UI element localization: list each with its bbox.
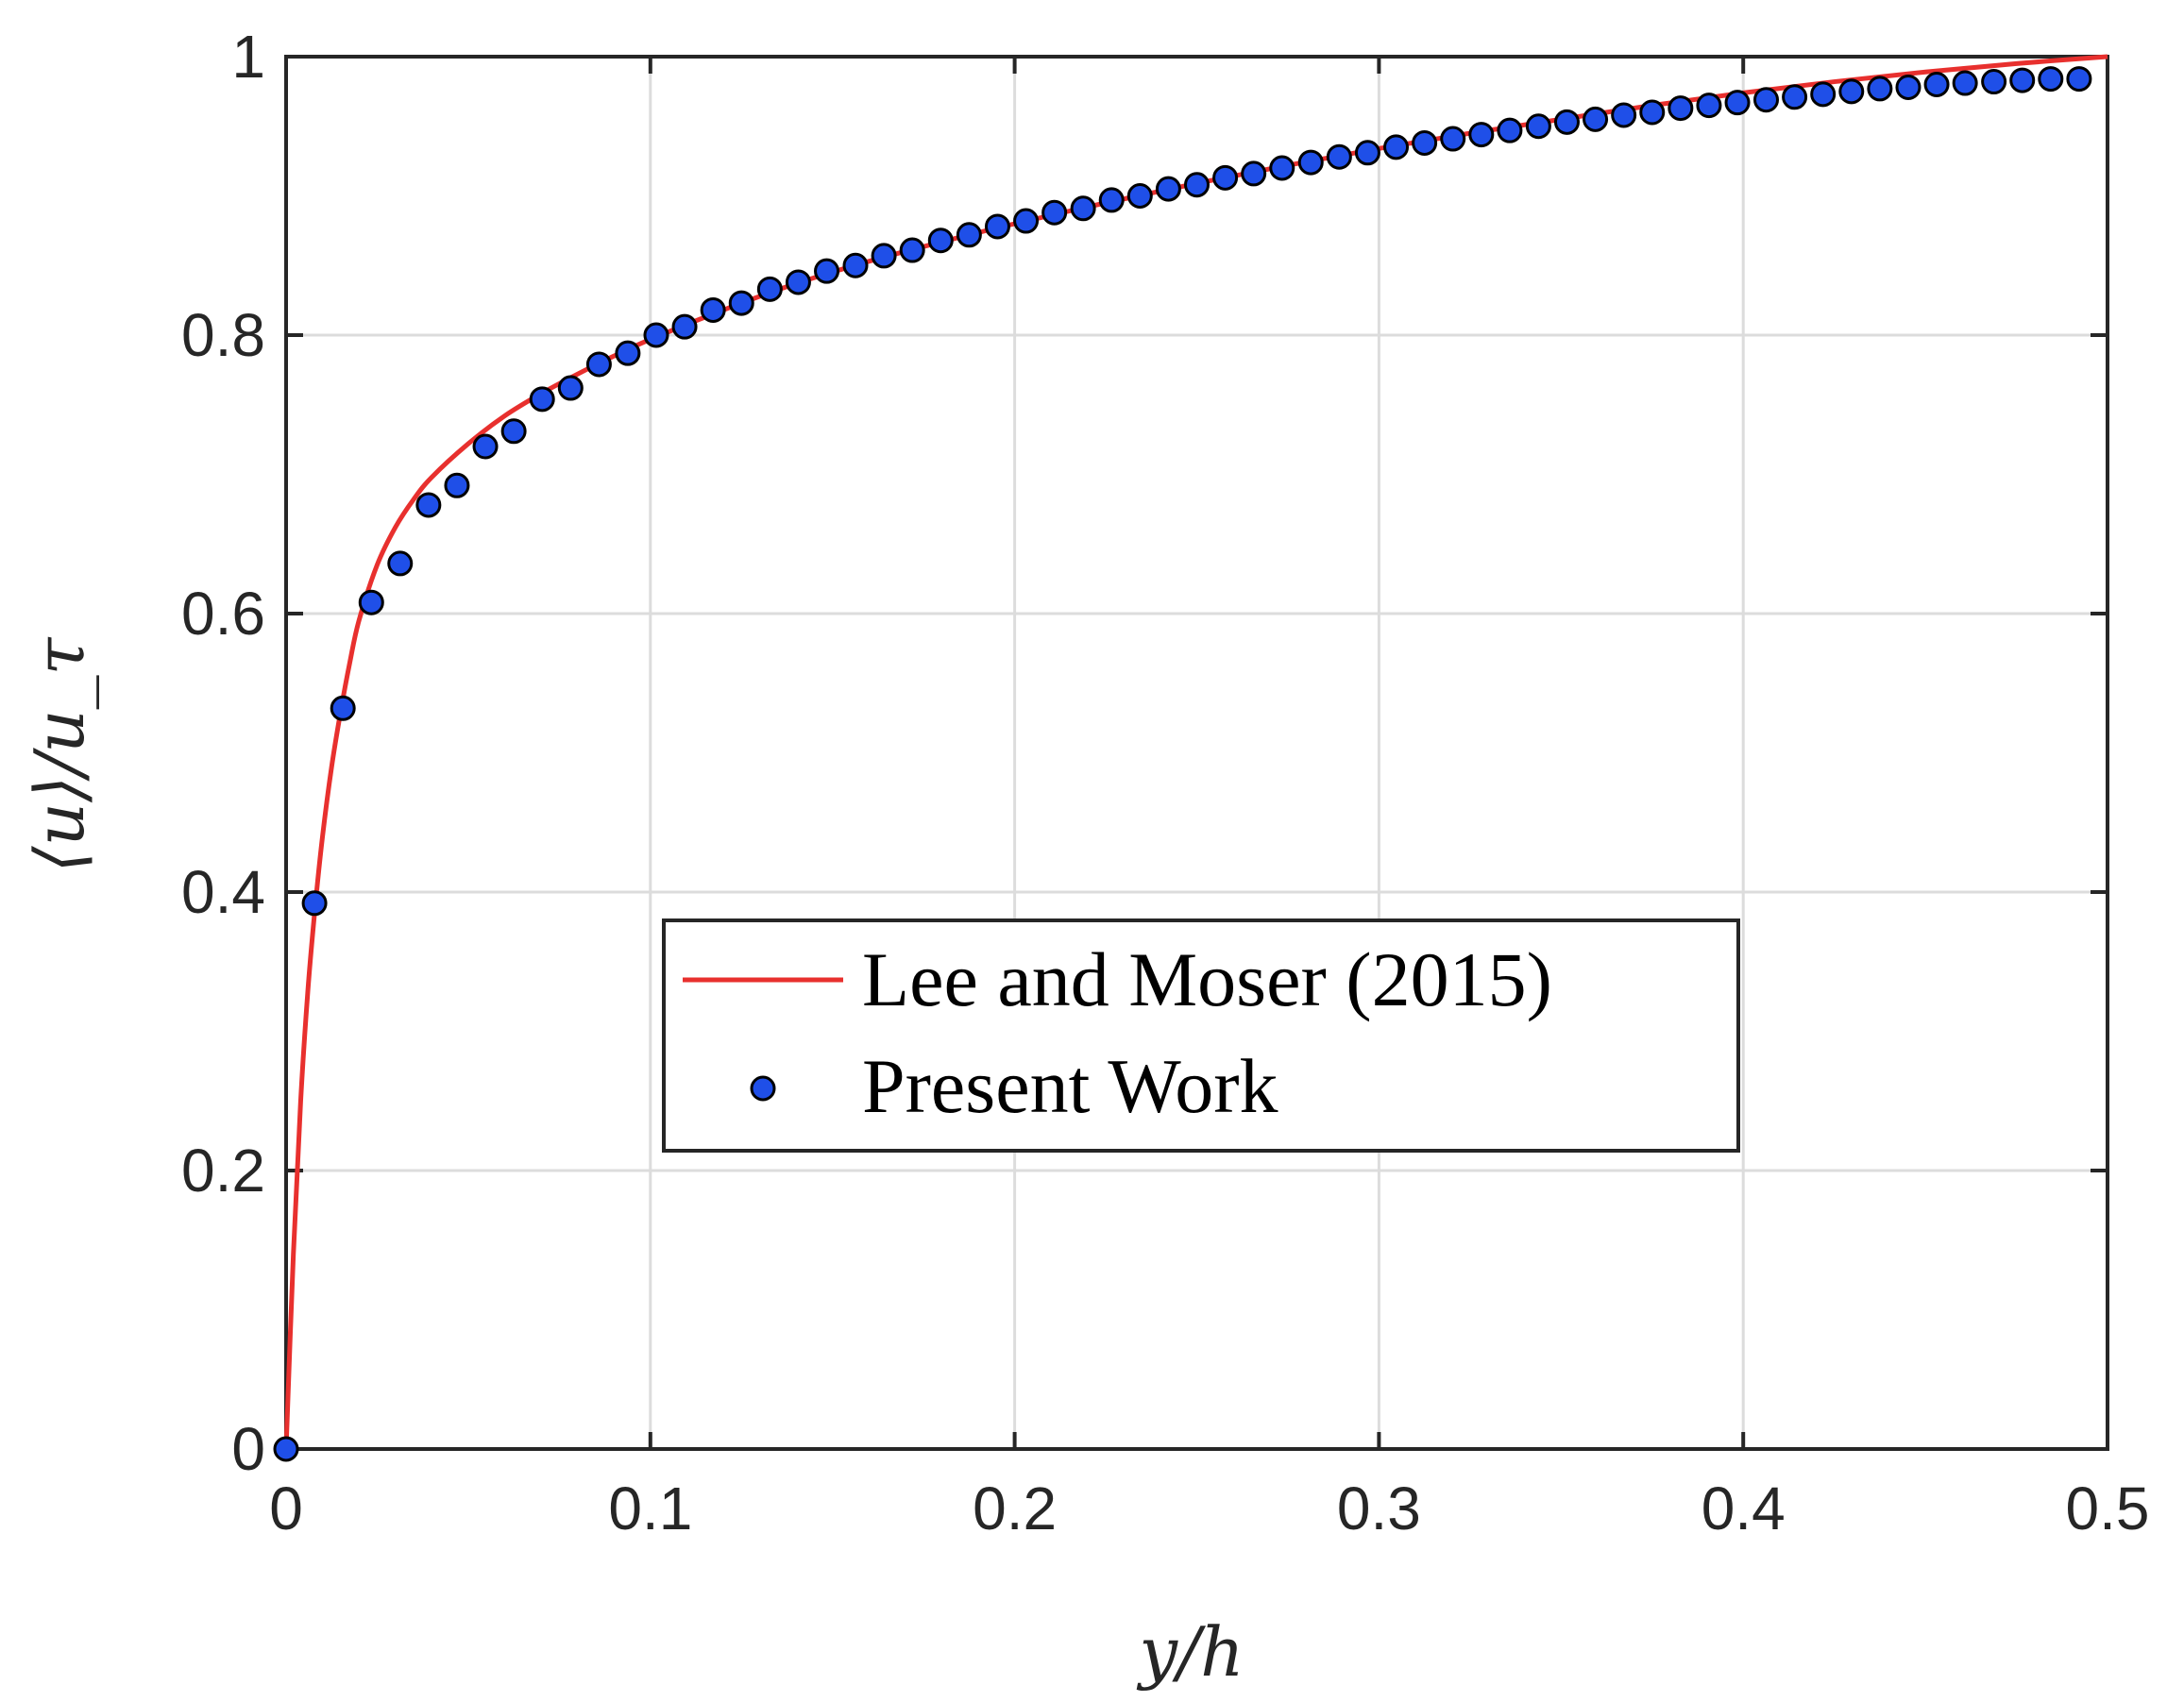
y-tick-label: 0 xyxy=(231,1415,265,1483)
present-work-point xyxy=(500,418,527,445)
present-work-point xyxy=(585,351,612,378)
legend-box xyxy=(662,918,1740,1153)
present-work-point xyxy=(1212,164,1239,191)
present-work-point xyxy=(1838,78,1865,105)
legend-label-present-work: Present Work xyxy=(862,1043,1278,1129)
present-work-point xyxy=(1155,176,1181,202)
present-work-point xyxy=(301,890,328,917)
plot-frame xyxy=(284,55,2109,1451)
present-work-point xyxy=(1981,69,2007,95)
legend: Lee and Moser (2015) Present Work xyxy=(662,918,1740,1153)
present-work-point xyxy=(842,252,869,278)
present-work-point xyxy=(984,213,1010,240)
x-axis-label: y/h xyxy=(1136,1612,1244,1692)
present-work-point xyxy=(1126,183,1153,209)
present-work-point xyxy=(671,313,698,340)
x-tick-label: 0.1 xyxy=(608,1475,692,1542)
y-tick-label: 0.6 xyxy=(181,580,265,648)
present-work-point xyxy=(1724,90,1751,116)
present-work-point xyxy=(2038,66,2064,93)
present-work-point xyxy=(927,227,954,254)
present-work-point xyxy=(1070,195,1096,222)
present-work-point xyxy=(1611,102,1637,128)
x-tick-label: 0.2 xyxy=(973,1475,1057,1542)
y-tick-label: 0.4 xyxy=(181,858,265,926)
present-work-point xyxy=(871,243,897,269)
present-work-point xyxy=(1354,140,1380,166)
present-work-point xyxy=(1468,122,1495,148)
present-work-point xyxy=(728,290,754,316)
grid-lines xyxy=(286,57,2108,1449)
present-work-point xyxy=(1553,109,1580,135)
present-work-point xyxy=(1098,187,1125,213)
present-work-point xyxy=(700,296,726,323)
present-work-point xyxy=(956,222,982,248)
present-work-point xyxy=(1269,155,1295,181)
x-tick-label: 0 xyxy=(269,1475,303,1542)
y-tick-label: 0.8 xyxy=(181,301,265,369)
present-work-point xyxy=(415,492,442,518)
present-work-point xyxy=(1326,143,1352,170)
present-work-point xyxy=(2066,66,2092,93)
series-present-work xyxy=(273,66,2092,1462)
present-work-point xyxy=(557,375,584,401)
present-work-point xyxy=(1753,87,1780,113)
present-work-point xyxy=(1583,106,1609,132)
y-tick-label: 0.2 xyxy=(181,1137,265,1205)
present-work-point xyxy=(1041,199,1068,226)
present-work-point xyxy=(785,269,811,295)
present-work-point xyxy=(1412,129,1438,156)
x-tick-label: 0.5 xyxy=(2066,1475,2150,1542)
x-tick-label: 0.4 xyxy=(1701,1475,1786,1542)
present-work-point xyxy=(1867,76,1893,102)
axes xyxy=(284,55,2109,1451)
present-work-point xyxy=(814,258,840,284)
present-work-point xyxy=(1810,81,1837,108)
present-work-point xyxy=(1668,95,1694,122)
present-work-point xyxy=(643,322,669,348)
present-work-point xyxy=(1923,72,1950,97)
y-tick-label: 1 xyxy=(231,23,265,91)
present-work-point xyxy=(1952,70,1978,96)
present-work-point xyxy=(330,695,356,721)
present-work-point xyxy=(1782,84,1808,110)
present-work-point xyxy=(1013,208,1040,234)
present-work-point xyxy=(444,472,470,498)
present-work-point xyxy=(1525,113,1551,140)
present-work-point xyxy=(1383,134,1410,160)
legend-label-lee-moser: Lee and Moser (2015) xyxy=(862,936,1552,1022)
x-tick-label: 0.3 xyxy=(1337,1475,1421,1542)
present-work-point xyxy=(1497,117,1523,143)
present-work-point xyxy=(358,589,384,615)
present-work-point xyxy=(615,340,641,366)
y-axis-label: ⟨u⟩/u_τ xyxy=(20,636,99,872)
present-work-point xyxy=(1241,160,1267,187)
present-work-point xyxy=(2009,67,2036,93)
present-work-point xyxy=(387,550,414,577)
present-work-point xyxy=(1696,93,1722,119)
present-work-point xyxy=(1440,126,1466,152)
legend-marker-swatch xyxy=(750,1075,776,1102)
present-work-point xyxy=(273,1436,299,1462)
present-work-point xyxy=(529,386,555,413)
present-work-point xyxy=(1297,149,1324,176)
present-work-point xyxy=(1895,74,1922,100)
present-work-point xyxy=(1639,99,1666,126)
present-work-point xyxy=(1184,172,1210,198)
present-work-point xyxy=(899,237,925,263)
present-work-point xyxy=(756,276,783,302)
present-work-point xyxy=(472,433,499,460)
tick-labels: 0 0.1 0.2 0.3 0.4 0.5 0 0.2 0.4 0.6 0.8 1 xyxy=(181,23,2149,1542)
